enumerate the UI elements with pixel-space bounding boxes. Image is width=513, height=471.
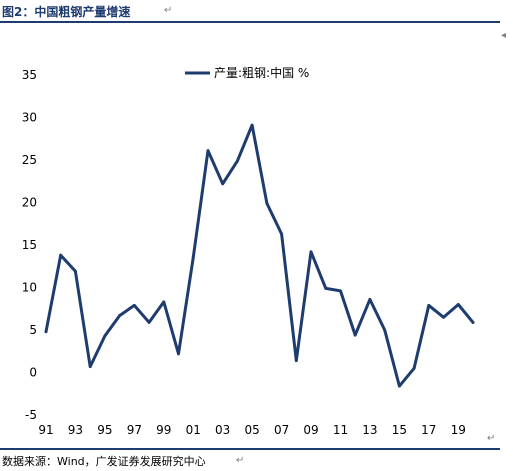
chart-canvas: 35 30 25 20 15 10 5 0 -591 93 95 97 99 01 03 05 07 09 11 13… <box>22 65 475 437</box>
x-tick-label: 09 <box>303 423 318 437</box>
x-tick-label: 01 <box>186 423 201 437</box>
source-note: 数据来源：Wind，广发证券发展研究中心 <box>2 455 206 468</box>
data-point <box>59 253 63 257</box>
data-point <box>383 328 387 332</box>
y-tick-label: 20 <box>22 196 37 210</box>
y-tick-label: 25 <box>22 153 37 167</box>
x-tick-label: 91 <box>38 423 53 437</box>
data-point <box>368 298 372 301</box>
x-tick-label: 15 <box>392 423 407 437</box>
x-tick-label: 03 <box>215 423 230 437</box>
x-tick-label: 13 <box>362 423 377 437</box>
data-point <box>44 330 48 334</box>
steel-output-chart: 35 30 25 20 15 10 5 0 -5 91 93 95 97 99 01 03 05 07 09 11 13… <box>0 30 513 445</box>
figure-title: 图2：中国粗钢产量增速 <box>2 5 131 19</box>
legend-label: 产量:粗钢:中国 % <box>214 65 309 80</box>
data-point <box>280 232 283 236</box>
data-point <box>250 123 254 127</box>
data-point <box>103 334 107 338</box>
data-point <box>162 300 166 304</box>
data-point <box>397 384 401 388</box>
y-tick-label: 10 <box>22 281 37 295</box>
data-point <box>147 320 151 324</box>
x-tick-label: 07 <box>274 423 289 437</box>
data-point <box>88 365 92 368</box>
figure-footer: 数据来源：Wind，广发证券发展研究中心 ↵ <box>0 448 513 471</box>
x-tick-label: 99 <box>156 423 171 437</box>
paragraph-mark-icon: ↵ <box>164 5 173 16</box>
data-point <box>294 359 298 362</box>
data-point <box>412 366 416 370</box>
series-line <box>44 123 475 388</box>
y-tick-label: -5 <box>25 408 37 422</box>
y-tick-label: 0 <box>29 366 37 380</box>
x-tick-label: 93 <box>68 423 83 437</box>
data-point <box>353 333 357 337</box>
title-rule <box>0 21 500 23</box>
x-tick-label: 05 <box>244 423 259 437</box>
data-point <box>206 149 210 153</box>
y-tick-label: 15 <box>22 238 37 252</box>
anchor-mark-icon: ◂ <box>501 30 507 41</box>
data-point <box>191 256 195 260</box>
x-tick-label: 95 <box>97 423 112 437</box>
data-point <box>118 314 122 317</box>
data-point <box>339 289 342 293</box>
y-tick-label: 35 <box>22 68 37 82</box>
source-rule <box>0 448 500 450</box>
y-tick-label: 30 <box>22 111 37 125</box>
data-point <box>74 269 77 273</box>
data-point <box>324 286 328 290</box>
x-tick-label: 97 <box>127 423 142 437</box>
data-point <box>236 159 239 163</box>
data-point <box>427 303 431 307</box>
y-tick-label: 5 <box>29 323 37 337</box>
data-point <box>442 315 445 319</box>
paragraph-mark-icon: ↵ <box>236 455 245 466</box>
paragraph-mark-icon: ↵ <box>487 433 496 444</box>
x-tick-label: 11 <box>333 423 348 437</box>
data-point <box>471 320 475 324</box>
data-point <box>456 303 460 306</box>
x-tick-label: 17 <box>421 423 436 437</box>
x-tick-label: 19 <box>451 423 466 437</box>
data-point <box>132 303 136 307</box>
data-point <box>265 201 269 205</box>
data-point <box>177 352 180 356</box>
data-point <box>221 182 225 186</box>
data-point <box>309 250 313 254</box>
figure-header: 图2：中国粗钢产量增速 ↵ <box>0 0 513 23</box>
